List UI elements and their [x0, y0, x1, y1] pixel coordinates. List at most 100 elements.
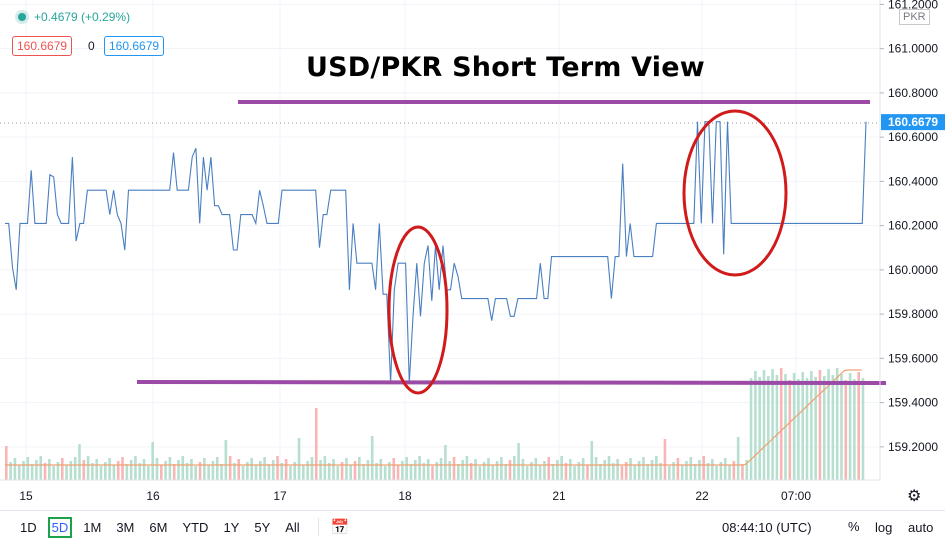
timeframe-5y[interactable]: 5Y	[250, 517, 274, 538]
x-tick-label: 18	[398, 489, 412, 503]
volume-bar	[862, 378, 865, 480]
timeframe-3m[interactable]: 3M	[112, 517, 138, 538]
volume-bar	[832, 375, 835, 480]
timeframe-1d[interactable]: 1D	[16, 517, 41, 538]
timeframe-5d[interactable]: 5D	[48, 517, 73, 538]
market-status-icon	[18, 13, 26, 21]
volume-bar	[689, 457, 692, 480]
auto-scale-button[interactable]: auto	[908, 520, 933, 535]
volume-bar	[319, 460, 322, 480]
volume-bar	[268, 464, 271, 480]
volume-bar	[857, 372, 860, 480]
volume-bar	[392, 458, 395, 480]
volume-bar	[117, 461, 120, 480]
timeframe-all[interactable]: All	[281, 517, 303, 538]
volume-bar	[203, 458, 206, 480]
timeframe-6m[interactable]: 6M	[145, 517, 171, 538]
volume-bar	[479, 466, 482, 480]
volume-bar	[349, 465, 352, 480]
volume-bar	[354, 461, 357, 480]
volume-bar	[130, 460, 133, 480]
volume-bar	[797, 379, 800, 480]
volume-bar	[164, 461, 167, 480]
volume-bar	[638, 461, 641, 480]
volume-bars	[5, 368, 864, 480]
percent-scale-button[interactable]: %	[848, 519, 860, 534]
volume-bar	[324, 456, 327, 480]
volume-bar	[526, 466, 529, 480]
volume-bar	[814, 377, 817, 480]
timeframe-1m[interactable]: 1M	[79, 517, 105, 538]
volume-bar	[431, 466, 434, 480]
volume-bar	[500, 457, 503, 480]
ask-price[interactable]: 160.6679	[104, 36, 164, 56]
timeframe-1y[interactable]: 1Y	[219, 517, 243, 538]
utc-clock[interactable]: 08:44:10 (UTC)	[722, 520, 812, 535]
volume-bar	[121, 457, 124, 480]
volume-bar	[285, 459, 288, 480]
log-scale-button[interactable]: log	[875, 520, 892, 535]
volume-bar	[70, 461, 73, 480]
volume-bar	[39, 456, 42, 480]
volume-bar	[754, 371, 757, 480]
y-tick-label: 159.6000	[888, 351, 938, 365]
volume-bar	[702, 456, 705, 480]
volume-bar	[147, 466, 150, 480]
volume-bar	[698, 460, 701, 480]
volume-bar	[453, 457, 456, 480]
volume-bar	[664, 439, 667, 480]
volume-bar	[496, 461, 499, 480]
volume-bar	[569, 459, 572, 480]
volume-bar	[384, 466, 387, 480]
volume-bar	[655, 456, 658, 480]
volume-bar	[448, 461, 451, 480]
volume-bar	[513, 456, 516, 480]
volume-bar	[547, 457, 550, 480]
volume-bar	[801, 372, 804, 480]
volume-bar	[5, 446, 8, 480]
volume-bar	[457, 464, 460, 480]
time-scale: 15 16 17 18 21 22 07:00	[0, 480, 880, 503]
volume-bar	[225, 440, 228, 480]
gear-icon[interactable]: ⚙	[907, 486, 921, 506]
volume-bar	[108, 458, 111, 480]
volume-bar	[250, 458, 253, 480]
currency-unit-label: PKR	[899, 9, 930, 25]
timeframe-ytd[interactable]: YTD	[178, 517, 212, 538]
volume-bar	[190, 459, 193, 480]
y-tick-label: 159.2000	[888, 440, 938, 454]
volume-bar	[573, 466, 576, 480]
calendar-range-icon[interactable]: 📅	[331, 518, 350, 536]
volume-bar	[61, 458, 64, 480]
volume-bar	[750, 378, 753, 480]
annotations	[137, 102, 886, 393]
price-change: +0.4679 (+0.29%)	[34, 10, 130, 24]
volume-bar	[306, 461, 309, 480]
volume-bar	[552, 464, 555, 480]
volume-bar	[31, 464, 34, 480]
volume-bar	[582, 458, 585, 480]
volume-bar	[27, 457, 30, 480]
volume-bar	[74, 457, 77, 480]
x-tick-label: 22	[695, 489, 709, 503]
volume-bar	[65, 465, 68, 480]
volume-bar	[397, 465, 400, 480]
volume-bar	[18, 465, 21, 480]
volume-bar	[819, 370, 822, 480]
bid-price[interactable]: 160.6679	[12, 36, 72, 56]
volume-bar	[78, 444, 81, 480]
volume-bar	[160, 465, 163, 480]
volume-bar	[220, 464, 223, 480]
volume-bar	[758, 377, 761, 480]
volume-bar	[87, 456, 90, 480]
volume-bar	[169, 457, 172, 480]
volume-bar	[487, 458, 490, 480]
volume-bar	[48, 459, 51, 480]
volume-bar	[793, 373, 796, 480]
x-tick-label: 15	[19, 489, 33, 503]
volume-bar	[216, 457, 219, 480]
volume-bar	[810, 371, 813, 480]
volume-bar	[556, 460, 559, 480]
volume-bar	[151, 442, 154, 480]
